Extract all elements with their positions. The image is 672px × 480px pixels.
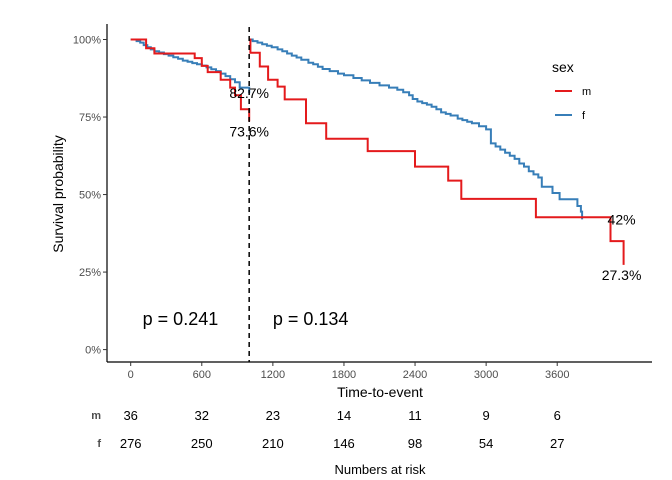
p-value-label-1: p = 0.241: [143, 309, 219, 329]
x-tick-label: 1200: [261, 369, 285, 381]
axes: 0% 25% 50% 75% 100% 0 600 1200 1800 2400 3000 3600: [73, 24, 652, 381]
legend-label-m: m: [582, 86, 591, 98]
risk-count-f: 276: [120, 436, 142, 451]
y-tick-label: 100%: [73, 35, 101, 47]
risk-count-m: 11: [408, 408, 422, 423]
risk-row-label-f: f: [97, 438, 101, 450]
risk-row-label-m: m: [91, 410, 101, 422]
x-tick-label: 3600: [545, 369, 569, 381]
legend: mf: [555, 86, 591, 122]
risk-count-f: 210: [262, 436, 284, 451]
risk-count-f: 54: [479, 436, 493, 451]
risk-count-m: 32: [195, 408, 209, 423]
risk-count-m: 23: [266, 408, 280, 423]
y-tick-label: 25%: [79, 267, 101, 279]
x-axis-title: Time-to-event: [337, 384, 423, 400]
risk-count-m: 36: [123, 408, 137, 423]
y-tick-label: 0%: [85, 345, 101, 357]
x-tick-label: 600: [193, 369, 211, 381]
x-tick-label: 3000: [474, 369, 498, 381]
legend-title: sex: [552, 59, 574, 75]
risk-count-f: 98: [408, 436, 422, 451]
y-tick-label: 75%: [79, 112, 101, 124]
survival-curve-f-after-landmark: [249, 38, 584, 220]
survival-label-f-0: 82.7%: [229, 85, 269, 101]
p-value-label-2: p = 0.134: [273, 309, 349, 329]
survival-label-m-3: 27.3%: [602, 267, 642, 283]
x-tick-label: 1800: [332, 369, 356, 381]
risk-table: m 36 32 23 14 11 9 6 f 276 250 210 146 98 54 27: [91, 408, 564, 451]
survival-curve-m-after-landmark: [249, 38, 625, 265]
x-tick-label: 0: [128, 369, 134, 381]
risk-count-m: 9: [483, 408, 490, 423]
risk-count-f: 146: [333, 436, 355, 451]
survival-curve-m-before-landmark: [130, 38, 251, 122]
survival-label-m-1: 73.6%: [229, 123, 269, 139]
risk-count-f: 27: [550, 436, 564, 451]
risk-table-title: Numbers at risk: [334, 462, 426, 477]
risk-count-m: 14: [337, 408, 351, 423]
survival-label-f-2: 42%: [608, 211, 636, 227]
risk-count-m: 6: [554, 408, 561, 423]
risk-count-f: 250: [191, 436, 213, 451]
plot-area: 82.7% 73.6% 42% 27.3% p = 0.241 p = 0.134: [130, 27, 642, 362]
y-axis-title: Survival probability: [50, 135, 66, 253]
y-tick-label: 50%: [79, 190, 101, 202]
legend-label-f: f: [582, 110, 586, 122]
x-tick-label: 2400: [403, 369, 427, 381]
